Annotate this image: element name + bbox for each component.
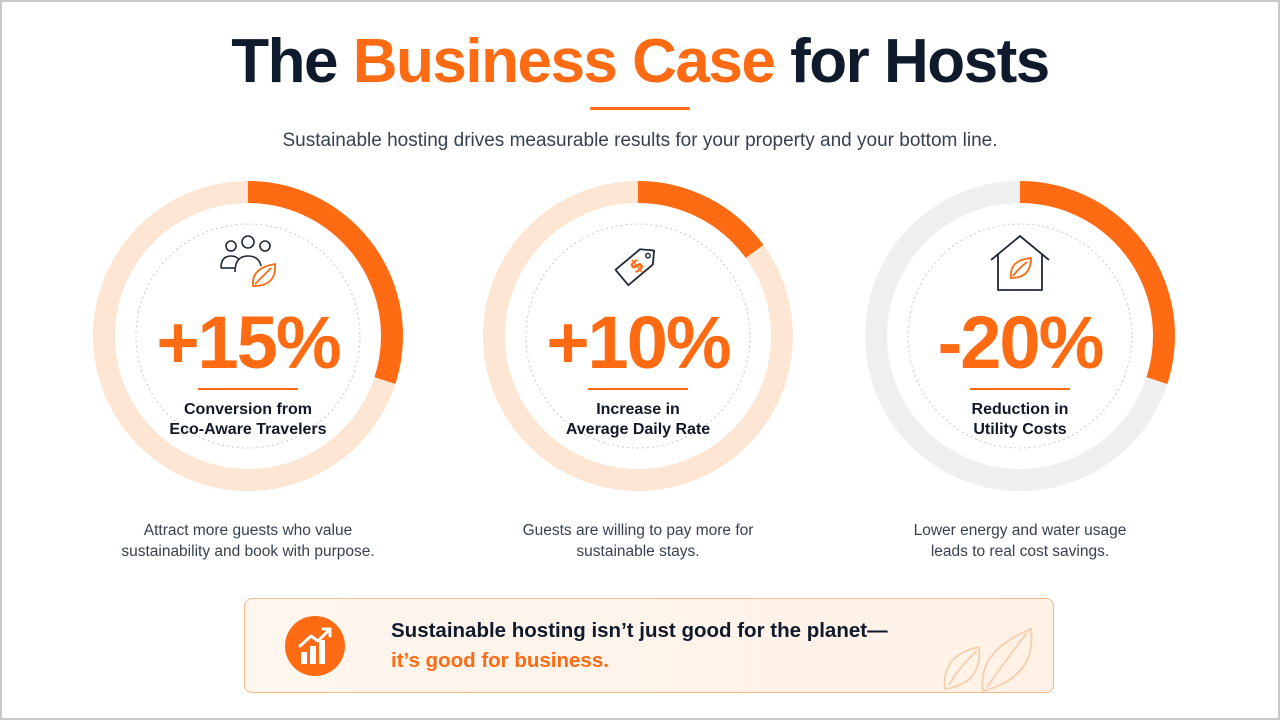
leaves-icon [943,627,1033,692]
stat-card-conversion: +15% Conversion from Eco-Aware Travelers… [88,176,408,576]
growth-chart-icon [285,616,345,676]
eco-home-icon [990,235,1050,291]
stat-divider [970,388,1070,390]
title-underline [590,107,690,110]
stat-value: +15% [156,301,341,384]
stat-divider [198,388,298,390]
stat-description: Attract more guests who value sustainabi… [121,522,375,560]
stat-value: -20% [937,301,1105,384]
stat-divider [588,388,688,390]
title-accent: Business Case [352,27,776,96]
stat-card-adr: $ +10% Increase in Average Daily Rate Gu… [478,176,798,576]
stat-card-utility: -20% Reduction in Utility Costs Lower en… [860,176,1180,576]
price-tag-icon: $ [614,248,655,287]
stat-label: Reduction in Utility Costs [971,401,1069,438]
stat-value: +10% [546,301,731,384]
page-title: The Business Case for Hosts [231,27,1050,96]
stat-label: Increase in Average Daily Rate [565,401,711,438]
people-leaf-icon [220,235,276,287]
stat-label: Conversion from Eco-Aware Travelers [169,401,327,438]
progress-ring [483,181,793,491]
progress-ring [865,181,1175,491]
progress-ring [93,181,403,491]
stat-description: Lower energy and water usage leads to re… [913,522,1127,560]
stat-description: Guests are willing to pay more for susta… [522,522,754,560]
callout-headline: Sustainable hosting isn’t just good for … [391,619,888,642]
page-subtitle: Sustainable hosting drives measurable re… [282,130,998,151]
callout-tagline: it’s good for business. [391,649,609,672]
callout-banner: Sustainable hosting isn’t just good for … [244,598,1054,693]
